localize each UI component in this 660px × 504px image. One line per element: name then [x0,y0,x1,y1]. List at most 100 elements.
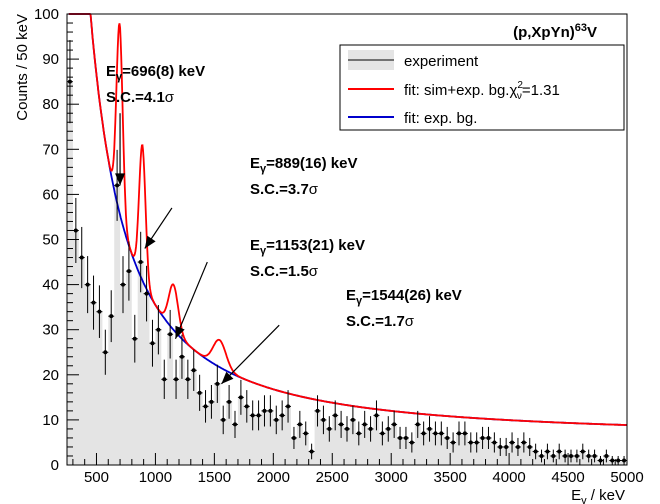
legend-label-fit-super: 2 [517,80,523,91]
data-point-marker [309,449,314,454]
data-point [503,437,510,456]
data-point [137,231,144,293]
data-point [291,426,297,449]
data-point [296,410,303,438]
data-point-marker [262,408,267,413]
data-point-marker [610,458,615,463]
peak-label-1544-sc-main: S.C.=1.7 [346,313,405,330]
x-tick-label: 3500 [433,469,466,486]
data-point [515,437,521,456]
data-point [72,197,79,264]
data-point [226,384,233,419]
data-point [379,421,386,446]
peak-label-696-rest: =696(8) keV [122,63,205,80]
data-point-marker [468,440,473,445]
data-point [232,410,238,438]
annotation-arrow [174,261,208,339]
y-tick-label: 60 [42,186,59,203]
peak-label-1153-rest: =1153(21) keV [266,237,365,254]
data-point [526,437,533,456]
peak-label-1153-energy: Eγ=1153(21) keV [250,237,365,257]
annotations: Eγ=696(8) keV S.C.=4.1σ Eγ=889(16) keV S… [106,63,462,330]
data-point-marker [233,422,237,427]
data-point-marker [403,435,408,440]
data-point-marker [427,426,432,431]
y-tick-label: 50 [42,232,59,249]
data-point-marker [250,413,255,418]
annotation-arrow-shaft [221,324,280,385]
data-point-marker [162,377,167,382]
chart-title-super: 63 [575,22,587,34]
data-point [556,443,563,460]
x-axis-title-rest: / keV [587,487,625,504]
peak-label-696-e: E [106,63,116,80]
y-tick-label: 90 [42,51,59,68]
peak-label-1544-sub: γ [356,295,363,307]
sim-bg-fit-curve [68,13,628,426]
x-tick-label: 2000 [257,469,290,486]
peak-label-889-sigma: σ [309,181,319,198]
data-point-marker [474,440,479,445]
data-point [403,426,409,449]
data-point-marker [227,399,232,404]
data-point-marker [492,440,497,445]
data-point [597,455,604,465]
data-point-marker [515,444,520,449]
data-point-marker [415,422,420,427]
peak-label-889-energy: Eγ=889(16) keV [250,155,357,175]
data-point-marker [115,183,120,188]
data-point-marker [563,453,568,458]
peak-label-1153-sc-main: S.C.=1.5 [250,263,309,280]
data-point [314,395,321,427]
data-point-marker [598,458,603,463]
data-point [585,449,592,463]
data-point-marker [138,260,143,265]
data-point-marker [392,422,397,427]
data-point [220,405,227,435]
data-point [332,400,339,431]
data-point-marker [291,435,296,440]
data-point-marker [539,453,544,458]
annotation-arrow [115,113,126,186]
data-point [520,432,527,453]
data-point [467,432,474,453]
data-point-marker [451,440,456,445]
data-point [84,256,91,314]
legend-label-bg: fit: exp. bg. [404,110,477,127]
data-point-marker [268,408,273,413]
data-point-marker [356,431,361,436]
data-point [237,379,244,415]
data-point-marker [592,453,597,458]
data-point-marker [409,440,414,445]
data-point-marker [79,255,84,260]
data-point [550,449,557,463]
data-point [479,426,486,449]
data-point-marker [510,440,515,445]
y-tick-label: 80 [42,96,59,113]
x-tick-label: 1500 [198,469,231,486]
x-axis-title-sub: γ [581,495,587,504]
data-point-marker [586,453,591,458]
data-point-marker [445,435,450,440]
data-point-marker [557,449,562,454]
data-point [143,265,150,322]
data-point [120,256,126,314]
peak-label-889-sub: γ [260,163,267,175]
data-point [579,443,586,460]
data-point-marker [368,426,373,431]
data-point-marker [315,408,320,413]
data-point-marker [486,435,491,440]
peak-label-1544-sc: S.C.=1.7σ [346,313,415,330]
data-point [285,390,291,423]
data-point-marker [85,282,90,287]
data-point [497,437,504,456]
annotation-arrow-shaft [174,261,208,339]
data-point-marker [103,350,108,355]
data-point-marker [580,449,585,454]
data-point [179,334,185,379]
data-point-marker [321,417,326,422]
data-point-marker [327,426,332,431]
data-point-marker [280,413,285,418]
annotation-arrow-head [175,325,185,339]
